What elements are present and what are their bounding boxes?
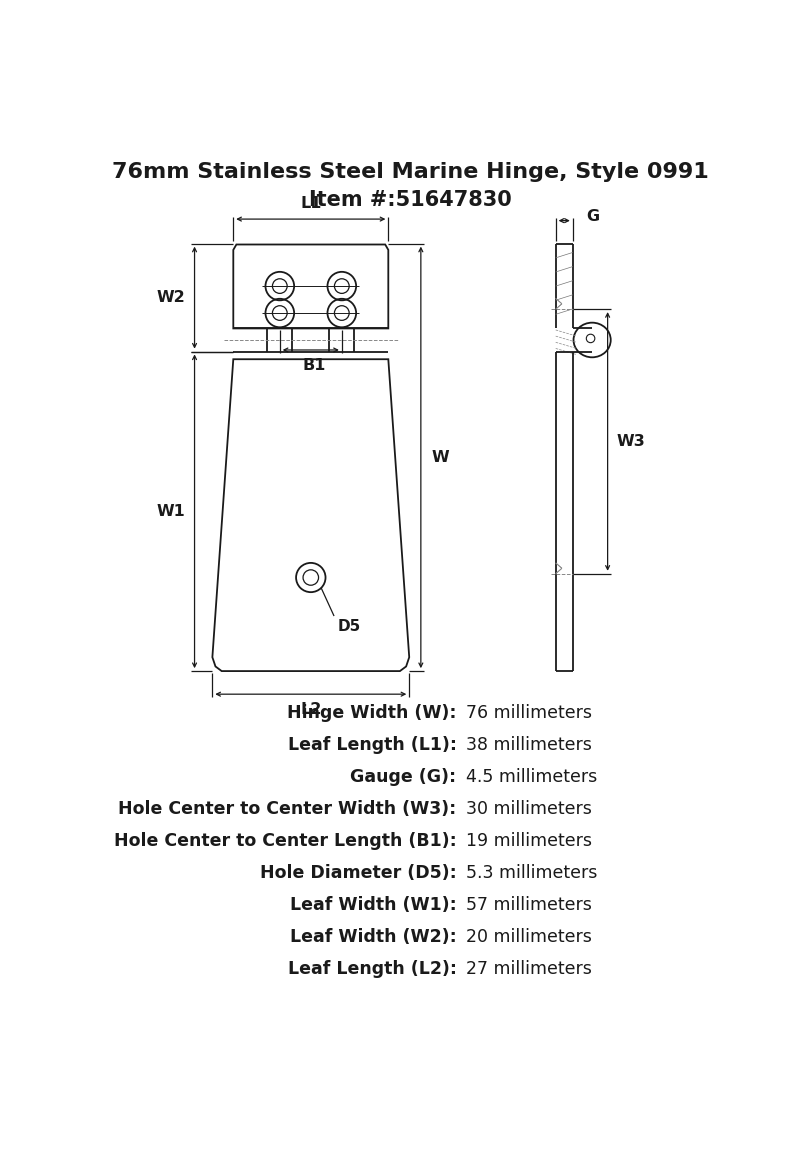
Text: Gauge (G):: Gauge (G): — [350, 768, 457, 787]
Text: 20 millimeters: 20 millimeters — [466, 929, 592, 946]
Text: Leaf Length (L1):: Leaf Length (L1): — [287, 736, 457, 755]
Text: L1: L1 — [300, 196, 322, 211]
Text: W2: W2 — [157, 290, 186, 305]
Text: 57 millimeters: 57 millimeters — [466, 896, 592, 915]
Text: Hole Center to Center Width (W3):: Hole Center to Center Width (W3): — [118, 801, 457, 818]
Text: 19 millimeters: 19 millimeters — [466, 832, 592, 850]
Text: Leaf Width (W1):: Leaf Width (W1): — [290, 896, 457, 915]
Text: Item #:51647830: Item #:51647830 — [309, 190, 511, 210]
Text: Hole Center to Center Length (B1):: Hole Center to Center Length (B1): — [114, 832, 457, 850]
Text: L2: L2 — [300, 702, 322, 717]
Text: W1: W1 — [157, 503, 186, 518]
Text: 38 millimeters: 38 millimeters — [466, 736, 592, 755]
Text: 4.5 millimeters: 4.5 millimeters — [466, 768, 597, 787]
Text: D5: D5 — [337, 619, 360, 634]
Text: Leaf Length (L2):: Leaf Length (L2): — [287, 960, 457, 978]
Text: B1: B1 — [303, 357, 326, 373]
Text: 30 millimeters: 30 millimeters — [466, 801, 592, 818]
Text: Hole Diameter (D5):: Hole Diameter (D5): — [260, 864, 457, 882]
Text: 5.3 millimeters: 5.3 millimeters — [466, 864, 597, 882]
Text: 76 millimeters: 76 millimeters — [466, 704, 592, 722]
Text: W3: W3 — [617, 434, 646, 449]
Text: Leaf Width (W2):: Leaf Width (W2): — [290, 929, 457, 946]
Text: G: G — [586, 209, 600, 223]
Text: 76mm Stainless Steel Marine Hinge, Style 0991: 76mm Stainless Steel Marine Hinge, Style… — [112, 162, 708, 182]
Text: 27 millimeters: 27 millimeters — [466, 960, 592, 978]
Text: Hinge Width (W):: Hinge Width (W): — [287, 704, 457, 722]
Text: W: W — [432, 450, 450, 465]
